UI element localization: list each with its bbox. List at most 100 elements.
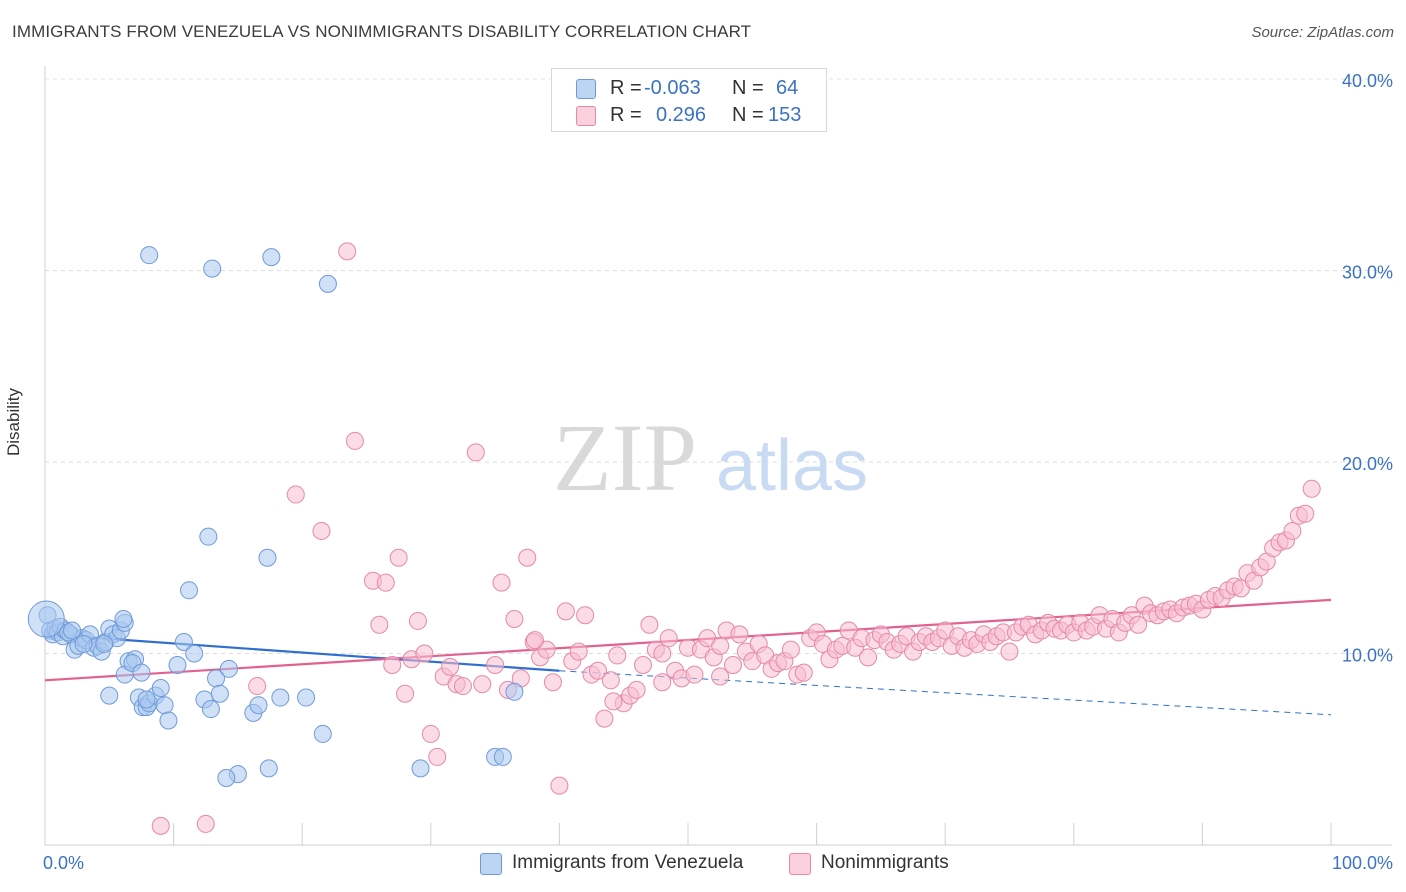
data-point xyxy=(608,646,627,665)
trend-line-venezuela xyxy=(44,633,560,672)
data-point xyxy=(537,640,556,659)
legend-swatch-nonimmigrants xyxy=(576,106,596,126)
data-point xyxy=(201,700,220,719)
data-point xyxy=(486,655,505,674)
data-point xyxy=(155,696,174,715)
data-point xyxy=(518,548,537,567)
bottom-legend-swatch-venezuela xyxy=(480,853,502,875)
data-point xyxy=(219,659,238,678)
data-point xyxy=(428,747,447,766)
data-point xyxy=(383,655,402,674)
data-point xyxy=(345,431,364,450)
axes xyxy=(44,66,1392,846)
legend-r-value: 0.296 xyxy=(656,104,707,126)
data-point xyxy=(271,688,290,707)
data-point xyxy=(859,648,878,667)
data-point xyxy=(569,642,588,661)
data-point xyxy=(312,521,331,540)
data-point xyxy=(1302,479,1321,498)
data-point xyxy=(550,776,569,795)
y-tick-label: 30.0% xyxy=(1342,263,1393,283)
data-point xyxy=(659,629,678,648)
data-point xyxy=(297,688,316,707)
data-point xyxy=(505,682,524,701)
data-point xyxy=(370,615,389,634)
correlation-legend: R = -0.063 N = 64 R = 0.296 N = 153 xyxy=(551,68,827,132)
data-point xyxy=(262,248,281,267)
data-point xyxy=(74,634,93,653)
legend-n-label: N = xyxy=(732,104,764,126)
data-point xyxy=(492,573,511,592)
data-point xyxy=(100,686,119,705)
y-tick-label: 10.0% xyxy=(1342,646,1393,666)
data-point xyxy=(140,246,159,265)
data-points xyxy=(27,242,1321,835)
data-point xyxy=(63,621,82,640)
data-point xyxy=(217,768,236,787)
bottom-legend-swatch-nonimmigrants xyxy=(789,853,811,875)
bottom-legend-label-venezuela: Immigrants from Venezuela xyxy=(512,852,744,873)
data-point xyxy=(1283,521,1302,540)
data-point xyxy=(151,678,170,697)
data-point xyxy=(640,615,659,634)
data-point xyxy=(724,655,743,674)
data-point xyxy=(258,548,277,567)
data-point xyxy=(27,600,65,638)
data-point xyxy=(711,667,730,686)
data-point xyxy=(633,655,652,674)
data-point xyxy=(411,759,430,778)
data-point xyxy=(730,625,749,644)
data-point xyxy=(132,663,151,682)
data-point xyxy=(543,673,562,692)
data-point xyxy=(1296,504,1315,523)
data-point xyxy=(376,573,395,592)
data-point xyxy=(159,711,178,730)
legend-r-label: R = xyxy=(610,104,642,126)
data-point xyxy=(180,581,199,600)
data-point xyxy=(396,684,415,703)
legend-n-label: N = xyxy=(732,77,764,99)
data-point xyxy=(313,724,332,743)
data-point xyxy=(259,759,278,778)
legend-r-value: -0.063 xyxy=(644,77,701,99)
data-point xyxy=(1000,642,1019,661)
data-point xyxy=(627,680,646,699)
data-point xyxy=(199,527,218,546)
legend-row-nonimmigrants: R = 0.296 N = 153 xyxy=(552,102,826,128)
data-point xyxy=(601,671,620,690)
data-point xyxy=(794,663,813,682)
data-point xyxy=(453,677,472,696)
data-point xyxy=(196,814,215,833)
chart-title: IMMIGRANTS FROM VENEZUELA VS NONIMMIGRAN… xyxy=(12,22,752,41)
x-tick-label: 100.0% xyxy=(1332,853,1393,873)
data-point xyxy=(249,696,268,715)
data-point xyxy=(415,644,434,663)
grid-lines xyxy=(45,78,1392,654)
x-tick-label: 0.0% xyxy=(43,853,84,873)
legend-r-label: R = xyxy=(610,77,642,99)
data-point xyxy=(114,610,133,629)
data-point xyxy=(685,665,704,684)
watermark: ZIP atlas xyxy=(553,404,868,511)
data-point xyxy=(318,274,337,293)
data-point xyxy=(210,684,229,703)
watermark-atlas: atlas xyxy=(716,426,868,506)
data-point xyxy=(338,242,357,261)
y-tick-label: 20.0% xyxy=(1342,454,1393,474)
data-point xyxy=(604,692,623,711)
data-point xyxy=(168,655,187,674)
data-point xyxy=(95,634,114,653)
data-point xyxy=(137,690,156,709)
data-point xyxy=(595,709,614,728)
data-point xyxy=(151,816,170,835)
data-point xyxy=(505,610,524,629)
data-point xyxy=(576,606,595,625)
trend-line-venezuela-extension xyxy=(559,670,1332,716)
data-point xyxy=(525,631,544,650)
legend-n-value: 64 xyxy=(776,77,799,99)
legend-swatch-venezuela xyxy=(576,79,596,99)
data-point xyxy=(466,443,485,462)
bottom-legend-label-nonimmigrants: Nonimmigrants xyxy=(821,852,949,873)
legend-n-value: 153 xyxy=(768,104,802,126)
